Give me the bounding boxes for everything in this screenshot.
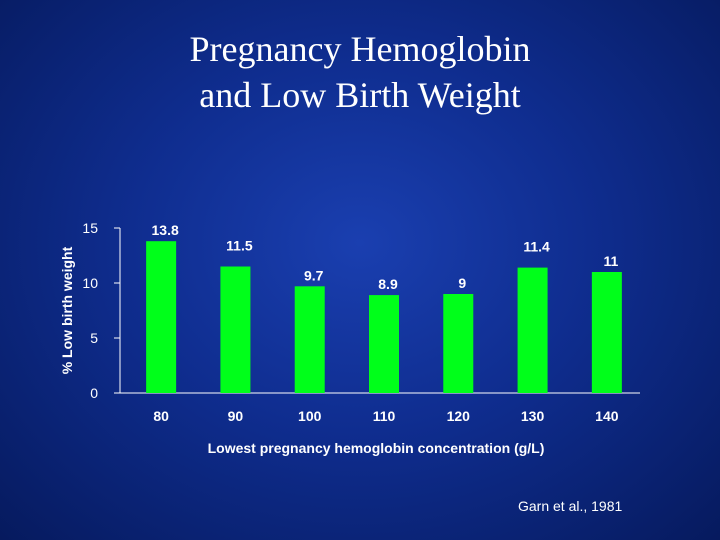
value-label-130: 11.4 <box>523 239 550 255</box>
y-axis-title: % Low birth weight <box>59 246 75 374</box>
bar-100 <box>294 286 325 393</box>
bar-90 <box>220 266 251 393</box>
value-label-140: 11 <box>603 253 618 269</box>
bar-140 <box>591 272 622 393</box>
x-tick-label-80: 80 <box>153 408 169 424</box>
bar-110 <box>369 295 399 393</box>
title-line-1: Pregnancy Hemoglobin <box>189 29 531 69</box>
value-label-120: 9 <box>458 275 466 291</box>
value-label-110: 8.9 <box>378 276 398 292</box>
y-tick-label: 5 <box>90 330 98 346</box>
value-label-80: 13.8 <box>152 222 179 238</box>
citation: Garn et al., 1981 <box>518 498 623 514</box>
x-axis-title: Lowest pregnancy hemoglobin concentratio… <box>208 440 545 456</box>
bar-130 <box>517 267 548 393</box>
y-tick-label: 15 <box>82 220 98 236</box>
x-tick-label-140: 140 <box>595 408 619 424</box>
x-tick-label-130: 130 <box>521 408 545 424</box>
y-tick-label: 0 <box>90 385 98 401</box>
value-label-100: 9.7 <box>304 267 324 283</box>
slide-title: Pregnancy Hemoglobin and Low Birth Weigh… <box>0 26 720 118</box>
bar-80 <box>146 241 177 393</box>
bar-120 <box>443 294 474 393</box>
x-tick-label-120: 120 <box>447 408 471 424</box>
y-tick-label: 10 <box>82 275 98 291</box>
value-label-90: 11.5 <box>226 238 253 254</box>
x-tick-label-90: 90 <box>228 408 244 424</box>
x-tick-label-100: 100 <box>298 408 322 424</box>
title-line-2: and Low Birth Weight <box>199 75 521 115</box>
x-tick-label-110: 110 <box>373 408 396 424</box>
